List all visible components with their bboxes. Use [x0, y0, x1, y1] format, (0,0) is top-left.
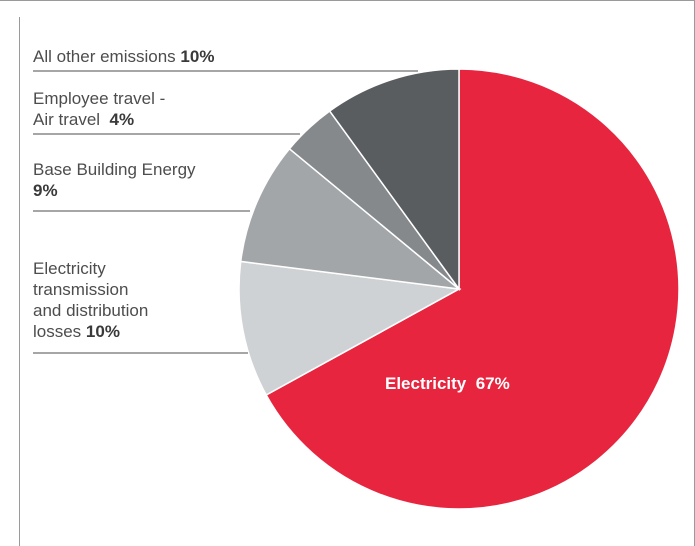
frame-left-border [19, 17, 20, 546]
slice-all-other-emissions [328, 68, 460, 292]
label-employee-air-travel: Employee travel - Air travel 4% [33, 88, 165, 130]
label-all-other-emissions-value: 10% [180, 47, 215, 66]
label-base-building-energy-value: 9% [33, 181, 58, 200]
label-all-other-emissions: All other emissions 10% [33, 46, 214, 67]
label-employee-air-travel-line2-wrap: Air travel 4% [33, 109, 165, 130]
label-employee-air-travel-value: 4% [109, 110, 135, 129]
label-transmission-losses: Electricity transmission and distributio… [33, 258, 148, 342]
label-transmission-losses-line3: and distribution [33, 301, 149, 320]
label-base-building-energy: Base Building Energy 9% [33, 159, 196, 201]
label-employee-air-travel-line2: Air travel [33, 110, 101, 129]
slice-electricity [265, 68, 680, 510]
slice-base-building-energy [239, 147, 462, 291]
label-transmission-losses-value: 10% [85, 322, 120, 341]
label-electricity: Electricity 67% [385, 373, 510, 394]
label-transmission-losses-line4: losses [33, 322, 82, 341]
label-transmission-losses-line2: transmission [33, 280, 129, 299]
label-all-other-emissions-name: All other emissions [33, 47, 176, 66]
label-employee-air-travel-line1: Employee travel - [33, 89, 166, 108]
label-base-building-energy-name: Base Building Energy [33, 160, 196, 179]
leader-lines [33, 70, 418, 354]
label-electricity-name: Electricity [385, 374, 467, 393]
pie-slices [238, 68, 680, 510]
label-transmission-losses-line1: Electricity [33, 259, 106, 278]
label-electricity-value: 67% [475, 374, 510, 393]
frame-top-border [0, 0, 695, 1]
slice-electricity-transmission-and-distribution-losses [238, 260, 462, 397]
